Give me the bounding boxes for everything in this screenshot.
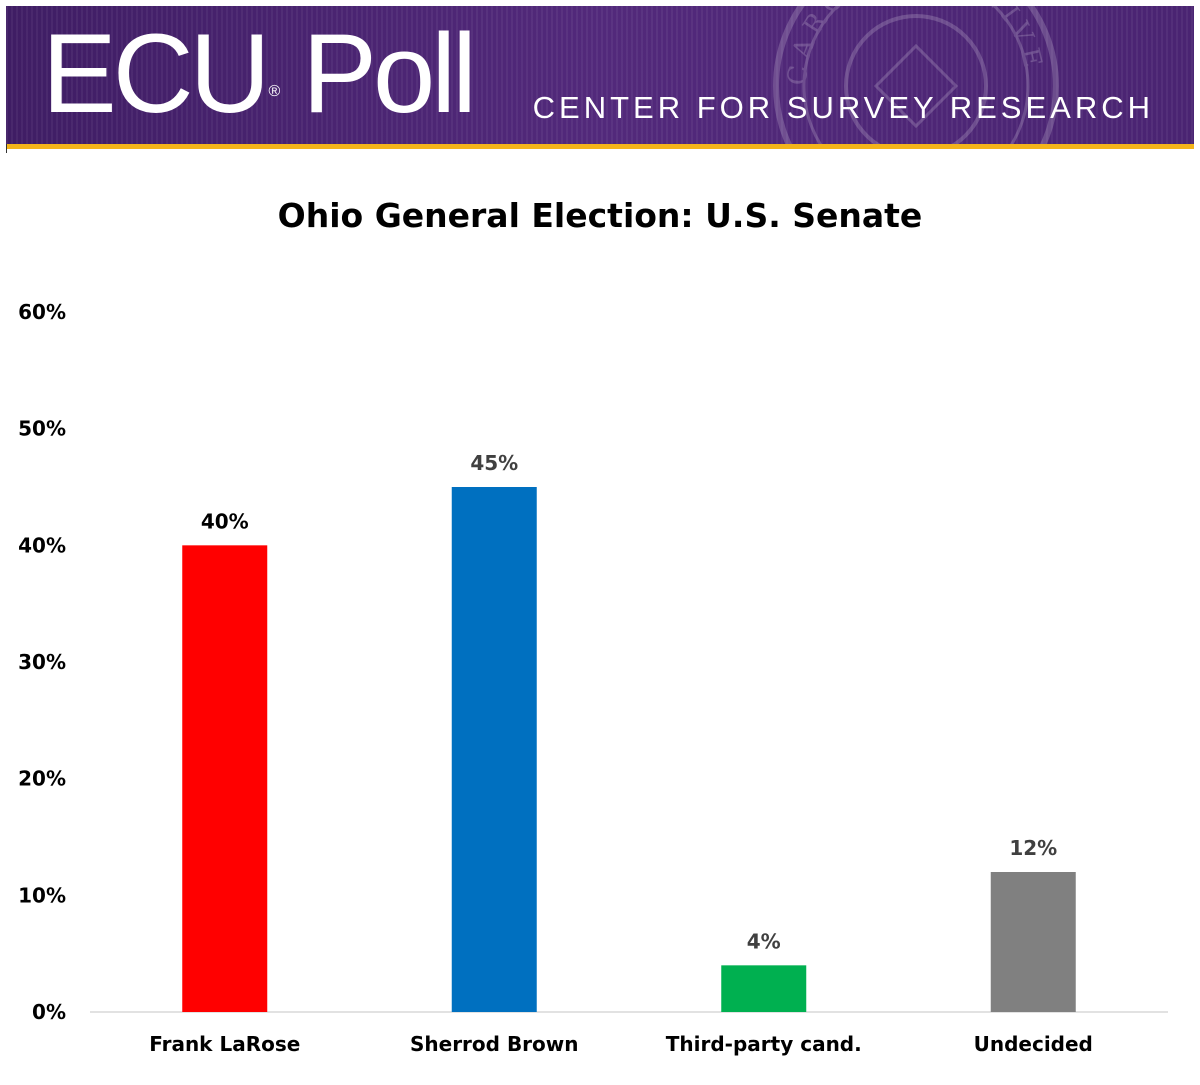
banner-subtitle: CENTER FOR SURVEY RESEARCH xyxy=(532,90,1154,125)
chart-title: Ohio General Election: U.S. Senate xyxy=(277,196,923,235)
y-tick-label: 40% xyxy=(18,533,66,557)
ecu-poll-logo: ECU ® Poll xyxy=(42,11,477,136)
bar-1 xyxy=(182,545,268,1012)
bar-2 xyxy=(451,487,537,1012)
x-category-label: Third-party cand. xyxy=(666,1032,862,1056)
y-tick-label: 20% xyxy=(18,767,66,791)
data-label: 12% xyxy=(1009,836,1057,860)
header-banner: CAROLINA UNIVERSITY ECU® Poll CENTER FOR … xyxy=(6,6,1194,144)
banner-gold-stripe xyxy=(6,144,1194,149)
x-category-label: Frank LaRose xyxy=(149,1032,300,1056)
x-category-label: Sherrod Brown xyxy=(410,1032,579,1056)
y-tick-label: 60% xyxy=(18,300,66,324)
university-seal-watermark: CAROLINA UNIVERSITY xyxy=(766,6,1059,144)
x-category-label: Undecided xyxy=(974,1032,1093,1056)
y-tick-label: 30% xyxy=(18,650,66,674)
data-label: 40% xyxy=(201,509,249,533)
logo-text-ecu: ECU xyxy=(42,11,270,136)
y-tick-label: 0% xyxy=(32,1000,66,1024)
banner-edge-line xyxy=(6,144,7,153)
bar-3 xyxy=(721,965,807,1012)
bar-4 xyxy=(990,872,1076,1012)
data-label: 4% xyxy=(747,929,781,953)
y-tick-label: 10% xyxy=(18,883,66,907)
logo-text-poll: Poll xyxy=(302,11,477,136)
y-tick-label: 50% xyxy=(18,417,66,441)
registered-mark: ® xyxy=(268,83,281,100)
data-label: 45% xyxy=(470,451,518,475)
